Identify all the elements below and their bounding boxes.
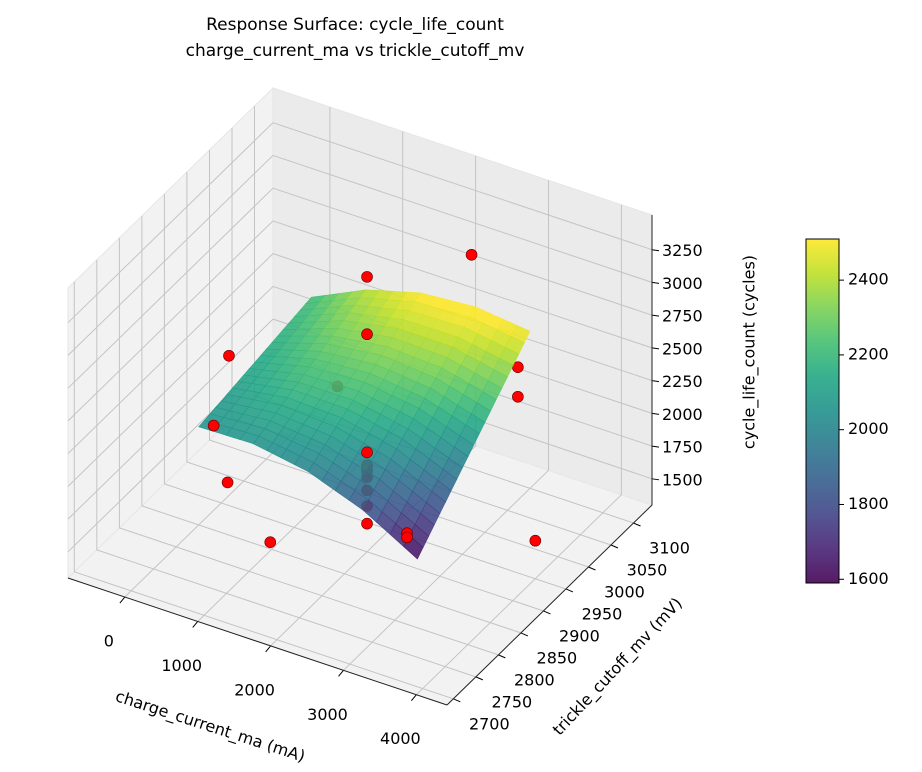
points bbox=[207, 248, 542, 548]
colorbar-tick-label: 1600 bbox=[848, 569, 889, 588]
y-grid-line bbox=[186, 172, 567, 590]
data-point bbox=[221, 476, 234, 489]
y-tick bbox=[520, 632, 529, 637]
y-grid-line bbox=[209, 150, 589, 568]
data-point bbox=[223, 349, 235, 362]
colorbar-tick-label: 2000 bbox=[848, 419, 889, 438]
data-point bbox=[361, 446, 373, 459]
y-grid-line bbox=[163, 193, 544, 612]
y-grid-line bbox=[73, 281, 454, 700]
z-axis-label: cycle_life_count (cycles) bbox=[740, 255, 760, 449]
z-grid-line bbox=[67, 220, 653, 422]
x-tick-label: 4000 bbox=[380, 729, 421, 748]
data-point bbox=[361, 517, 373, 530]
y-tick bbox=[498, 654, 506, 659]
z-tick-label: 3000 bbox=[662, 274, 703, 293]
x-tick-label: 0 bbox=[104, 632, 114, 651]
z-tick-label: 2250 bbox=[662, 372, 703, 391]
data-point bbox=[512, 390, 524, 403]
y-tick-label: 2800 bbox=[514, 670, 555, 689]
z-tick bbox=[651, 249, 660, 252]
y-tick bbox=[565, 588, 574, 593]
z-tick bbox=[651, 314, 660, 317]
data-point bbox=[465, 248, 478, 261]
x-grid-line bbox=[343, 180, 549, 671]
data-point bbox=[529, 534, 542, 547]
x-tick-label: 3000 bbox=[307, 705, 348, 724]
z-tick bbox=[651, 478, 660, 481]
x-tick bbox=[338, 669, 344, 677]
y-tick bbox=[633, 522, 641, 527]
z-tick bbox=[651, 281, 660, 284]
y-tick bbox=[475, 676, 484, 681]
y-grid-line bbox=[141, 215, 522, 634]
z-tick bbox=[651, 412, 660, 415]
z-tick-label: 2750 bbox=[662, 307, 703, 326]
x-tick-label: 2000 bbox=[234, 680, 275, 699]
colorbar: 1600 1800 2000 2200 2400 bbox=[805, 238, 889, 588]
y-tick bbox=[453, 698, 461, 703]
x-grid-line bbox=[416, 204, 622, 696]
y-tick-label: 2950 bbox=[582, 604, 623, 623]
y-grid-line bbox=[96, 259, 476, 678]
y-axis-line bbox=[446, 504, 653, 706]
chart-title: Response Surface: cycle_life_count bbox=[206, 15, 504, 35]
z-tick-label: 1500 bbox=[662, 470, 703, 489]
x-axis-line bbox=[67, 577, 448, 706]
data-point bbox=[401, 531, 413, 544]
z-tick-label: 2000 bbox=[662, 405, 703, 424]
y-grid-line bbox=[118, 237, 499, 656]
plot-area bbox=[198, 248, 542, 560]
x-tick-label: 1000 bbox=[161, 656, 202, 675]
x-tick bbox=[119, 596, 126, 604]
y-tick-label: 3000 bbox=[604, 582, 645, 601]
y-tick bbox=[588, 566, 596, 571]
data-point bbox=[207, 419, 220, 432]
z-grid-line bbox=[67, 318, 653, 520]
z-grid-line bbox=[67, 122, 653, 324]
colorbar-tick-label: 2400 bbox=[848, 270, 889, 289]
y-tick bbox=[543, 610, 551, 615]
z-tick-label: 1750 bbox=[662, 438, 703, 457]
y-tick-label: 3050 bbox=[627, 561, 668, 580]
axes: 0 1000 2000 3000 4000 2700 2750 2800 2850 2900 295… bbox=[67, 215, 703, 748]
data-point bbox=[361, 271, 373, 283]
data-point bbox=[264, 536, 277, 548]
colorbar-gradient bbox=[805, 238, 840, 584]
colorbar-tick-label: 2200 bbox=[848, 344, 889, 363]
z-tick bbox=[651, 347, 660, 350]
y-tick-label: 2900 bbox=[559, 626, 600, 645]
z-tick bbox=[651, 445, 660, 448]
y-tick-label: 3100 bbox=[649, 539, 690, 558]
z-grid-line bbox=[67, 187, 653, 389]
x-axis-label: charge_current_ma (mA) bbox=[113, 686, 308, 766]
data-point bbox=[361, 328, 373, 341]
surface bbox=[198, 289, 531, 560]
x-tick bbox=[265, 645, 272, 653]
y-tick bbox=[610, 544, 619, 549]
x-tick bbox=[192, 621, 199, 628]
y-tick-label: 2700 bbox=[469, 714, 510, 733]
z-tick bbox=[651, 380, 660, 383]
y-tick-label: 2750 bbox=[491, 692, 532, 711]
x-tick bbox=[411, 694, 417, 702]
z-grid-line bbox=[67, 285, 653, 487]
colorbar-tick-label: 1800 bbox=[848, 494, 889, 513]
z-tick-label: 2500 bbox=[662, 339, 703, 358]
y-tick-label: 2850 bbox=[537, 648, 578, 667]
z-tick-label: 3250 bbox=[662, 241, 703, 260]
chart-subtitle: charge_current_ma vs trickle_cutoff_mv bbox=[186, 41, 525, 61]
z-grid-line bbox=[67, 154, 653, 356]
